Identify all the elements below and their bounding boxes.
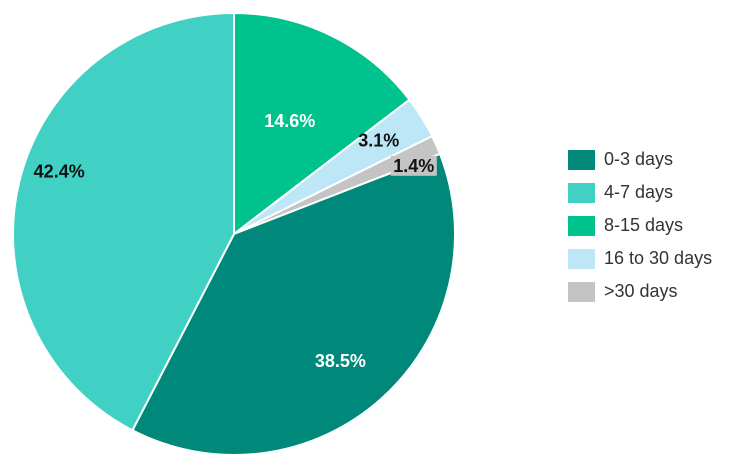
pie-slice-label-over-30-days: 1.4% xyxy=(393,156,434,176)
pie-slice-0-3-days[interactable] xyxy=(131,152,456,456)
legend-item-0-3-days[interactable]: 0-3 days xyxy=(568,143,738,176)
legend-item-16-to-30-days[interactable]: 16 to 30 days xyxy=(568,242,738,275)
legend-swatch xyxy=(568,215,595,236)
legend-label: 4-7 days xyxy=(604,182,674,202)
legend-label: 0-3 days xyxy=(604,149,674,169)
pie-slice-labels: 14.6% 3.1% 1.4% 38.5% 42.4% xyxy=(34,111,437,371)
slice-label-background xyxy=(390,155,437,176)
pie-slice-label-0-3-days: 38.5% xyxy=(315,351,366,371)
legend-item-over-30-days[interactable]: >30 days xyxy=(568,275,738,308)
legend-label: 16 to 30 days xyxy=(604,248,713,268)
legend-swatch xyxy=(568,182,595,203)
legend-swatch xyxy=(568,248,595,269)
legend-swatch xyxy=(568,149,595,170)
pie-slice-label-16-to-30-days: 3.1% xyxy=(358,131,399,151)
pie-slices xyxy=(12,12,456,456)
legend-label: >30 days xyxy=(604,281,678,301)
legend-item-4-7-days[interactable]: 4-7 days xyxy=(568,176,738,209)
legend-swatch xyxy=(568,281,595,302)
pie-slice-8-15-days[interactable] xyxy=(233,12,411,235)
pie-slice-label-4-7-days: 42.4% xyxy=(34,162,85,182)
chart-legend: 0-3 days 4-7 days 8-15 days 16 to 30 day… xyxy=(568,143,738,308)
pie-slice-4-7-days[interactable] xyxy=(12,12,235,432)
legend-item-8-15-days[interactable]: 8-15 days xyxy=(568,209,738,242)
legend-label: 8-15 days xyxy=(604,215,684,235)
pie-slice-label-8-15-days: 14.6% xyxy=(264,111,315,131)
